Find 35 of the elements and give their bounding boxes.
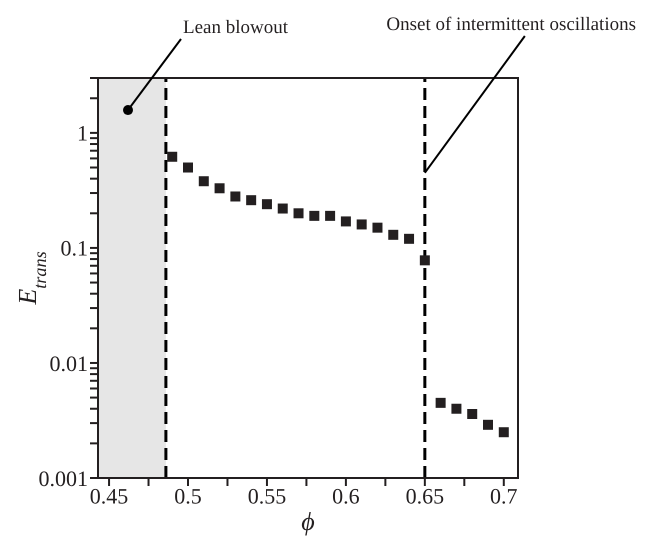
y-tick-label: 0.01 [50,350,88,376]
point [498,427,509,438]
annotation: Onset of intermittent oscillations [386,14,636,35]
point [278,204,288,214]
point [214,183,225,194]
y-tick-label: 0.1 [60,236,88,261]
point [451,404,462,414]
y-tick-label: 0.001 [38,466,88,491]
point [325,210,336,221]
point [356,219,367,230]
point [167,152,178,162]
point [372,222,382,233]
point [420,255,430,266]
x-tick-label: 0.6 [332,484,360,509]
point [483,420,493,430]
point [309,210,320,221]
annotation: Lean blowout [183,17,289,38]
point [183,162,193,173]
point [388,230,398,240]
x-tick-label: 0.55 [248,484,286,509]
point [436,398,446,408]
point [230,191,240,202]
x-axis-title: ϕ [301,507,315,536]
point [294,208,304,218]
point [467,409,478,420]
y-tick-label: 1 [77,120,88,146]
point [246,195,256,206]
x-tick-label: 0.65 [406,484,444,509]
x-tick-label: 0.45 [90,484,128,509]
x-tick-label: 0.5 [174,484,202,509]
point [262,199,272,210]
point [198,176,209,186]
x-tick-label: 0.7 [490,484,518,509]
point [404,234,414,244]
point [340,216,351,226]
